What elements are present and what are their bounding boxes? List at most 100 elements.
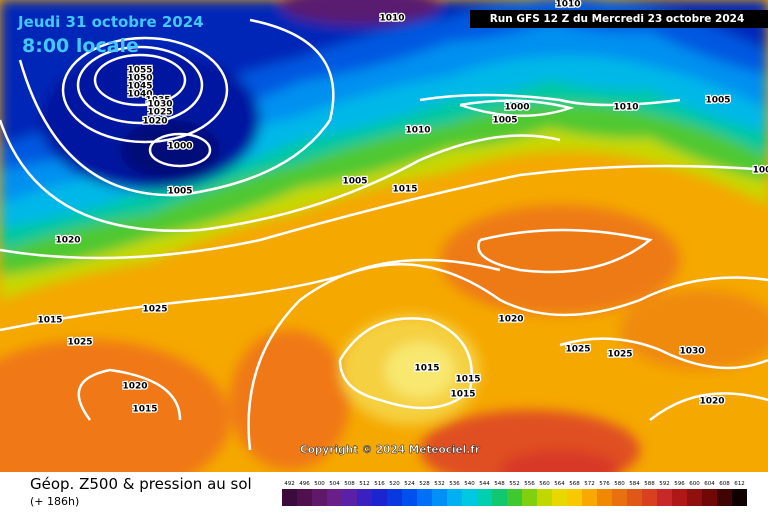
colorbar-label: 540	[464, 481, 475, 487]
isobar-label: 1020	[122, 382, 147, 392]
high-top	[280, 0, 440, 25]
isobar-label: 1020	[498, 315, 523, 325]
isobar-label: 1055	[127, 66, 152, 76]
colorbar-cell	[627, 489, 642, 506]
isobar-label: 1025	[607, 350, 632, 360]
isobars	[0, 18, 768, 451]
colorbar-label: 600	[689, 481, 700, 487]
colorbar-label: 604	[704, 481, 715, 487]
colorbar: 492 496 500 504 508 512 516 520 524 528 532 536 540 5…	[282, 481, 747, 506]
colorbar-label: 552	[509, 481, 520, 487]
isobar-label: 100	[753, 166, 768, 176]
colorbar-cell	[282, 489, 297, 506]
colorbar-cell	[537, 489, 552, 506]
colorbar-label: 608	[719, 481, 730, 487]
colorbar-cell	[372, 489, 387, 506]
colorbar-cell	[492, 489, 507, 506]
colorbar-cell	[567, 489, 582, 506]
isobar-label: 1000	[504, 103, 529, 113]
forecast-date: Jeudi 31 octobre 2024	[17, 13, 204, 31]
colorbar-label: 596	[674, 481, 685, 487]
isobar-label: 1030	[679, 347, 704, 357]
colorbar-cell	[642, 489, 657, 506]
colorbar-label: 524	[404, 481, 415, 487]
isobar-label: 1025	[142, 305, 167, 315]
isobar-label: 1010	[613, 103, 638, 113]
isobar-label: 1045	[127, 82, 152, 92]
isobar-label: 1015	[455, 375, 480, 385]
colorbar-cell	[387, 489, 402, 506]
geopotential-bands	[0, 0, 768, 300]
colorbar-label: 512	[359, 481, 370, 487]
height-band	[0, 0, 768, 146]
colorbar-label: 576	[599, 481, 610, 487]
isobar-label: 1035	[145, 96, 170, 106]
colorbar-label: 548	[494, 481, 505, 487]
isobar-label: 1015	[132, 405, 157, 415]
colorbar-label: 580	[614, 481, 625, 487]
isobar-label: 1015	[414, 364, 439, 374]
isobar-label: 1015	[392, 185, 417, 195]
colorbar-label: 516	[374, 481, 385, 487]
colorbar-label: 568	[569, 481, 580, 487]
colorbar-label: 556	[524, 481, 535, 487]
isobar-label: 1050	[127, 74, 152, 84]
colorbar-cell	[462, 489, 477, 506]
isobar-label: 1015	[450, 390, 475, 400]
colorbar-cell	[402, 489, 417, 506]
colorbar-cell	[582, 489, 597, 506]
isobar-label: 1000	[167, 142, 192, 152]
colorbar-label: 496	[299, 481, 310, 487]
colorbar-cell	[312, 489, 327, 506]
colorbar-label: 584	[629, 481, 640, 487]
isobar-label: 1010	[405, 126, 430, 136]
colorbar-cell	[432, 489, 447, 506]
colorbar-cell	[417, 489, 432, 506]
colorbar-cell	[717, 489, 732, 506]
colorbar-label: 536	[449, 481, 460, 487]
colorbar-cell	[357, 489, 372, 506]
colorbar-cell	[342, 489, 357, 506]
colorbar-cell	[297, 489, 312, 506]
colorbar-cell	[732, 489, 747, 506]
forecast-time: 8:00 locale	[22, 35, 139, 57]
colorbar-cell	[327, 489, 342, 506]
isobar-label: 1020	[142, 117, 167, 127]
isobar-label: 1005	[705, 96, 730, 106]
isobar-label: 1010	[555, 0, 580, 10]
colorbar-cell	[657, 489, 672, 506]
footer-title: Géop. Z500 & pression au sol	[30, 475, 252, 493]
isobar-label: 1025	[67, 338, 92, 348]
colorbar-label: 612	[734, 481, 745, 487]
colorbar-label: 544	[479, 481, 490, 487]
run-info: Run GFS 12 Z du Mercredi 23 octobre 2024	[490, 13, 745, 25]
isobar-label: 1025	[147, 108, 172, 118]
isobar-label: 1040	[127, 90, 152, 100]
colorbar-label: 564	[554, 481, 565, 487]
colorbar-label: 508	[344, 481, 355, 487]
colorbar-cell	[522, 489, 537, 506]
isobar-label: 1015	[37, 316, 62, 326]
lead-time: (+ 186h)	[30, 495, 79, 508]
colorbar-label: 492	[284, 481, 295, 487]
colorbar-cell	[447, 489, 462, 506]
colorbar-label: 504	[329, 481, 340, 487]
colorbar-cell	[702, 489, 717, 506]
isobar-label: 1010	[379, 14, 404, 24]
isobar-label: 1025	[565, 345, 590, 355]
colorbar-label: 572	[584, 481, 595, 487]
copyright: Copyright © 2024 Meteociel.fr	[300, 444, 481, 456]
colorbar-cell	[507, 489, 522, 506]
colorbar-cell	[552, 489, 567, 506]
colorbar-cell	[672, 489, 687, 506]
colorbar-cell	[477, 489, 492, 506]
isobar-label: 1030	[147, 100, 172, 110]
run-box	[470, 10, 768, 28]
colorbar-label: 588	[644, 481, 655, 487]
colorbar-label: 592	[659, 481, 670, 487]
colorbar-label: 560	[539, 481, 550, 487]
isobar-label: 1020	[699, 397, 724, 407]
colorbar-cell	[597, 489, 612, 506]
isobar-label: 1005	[167, 187, 192, 197]
